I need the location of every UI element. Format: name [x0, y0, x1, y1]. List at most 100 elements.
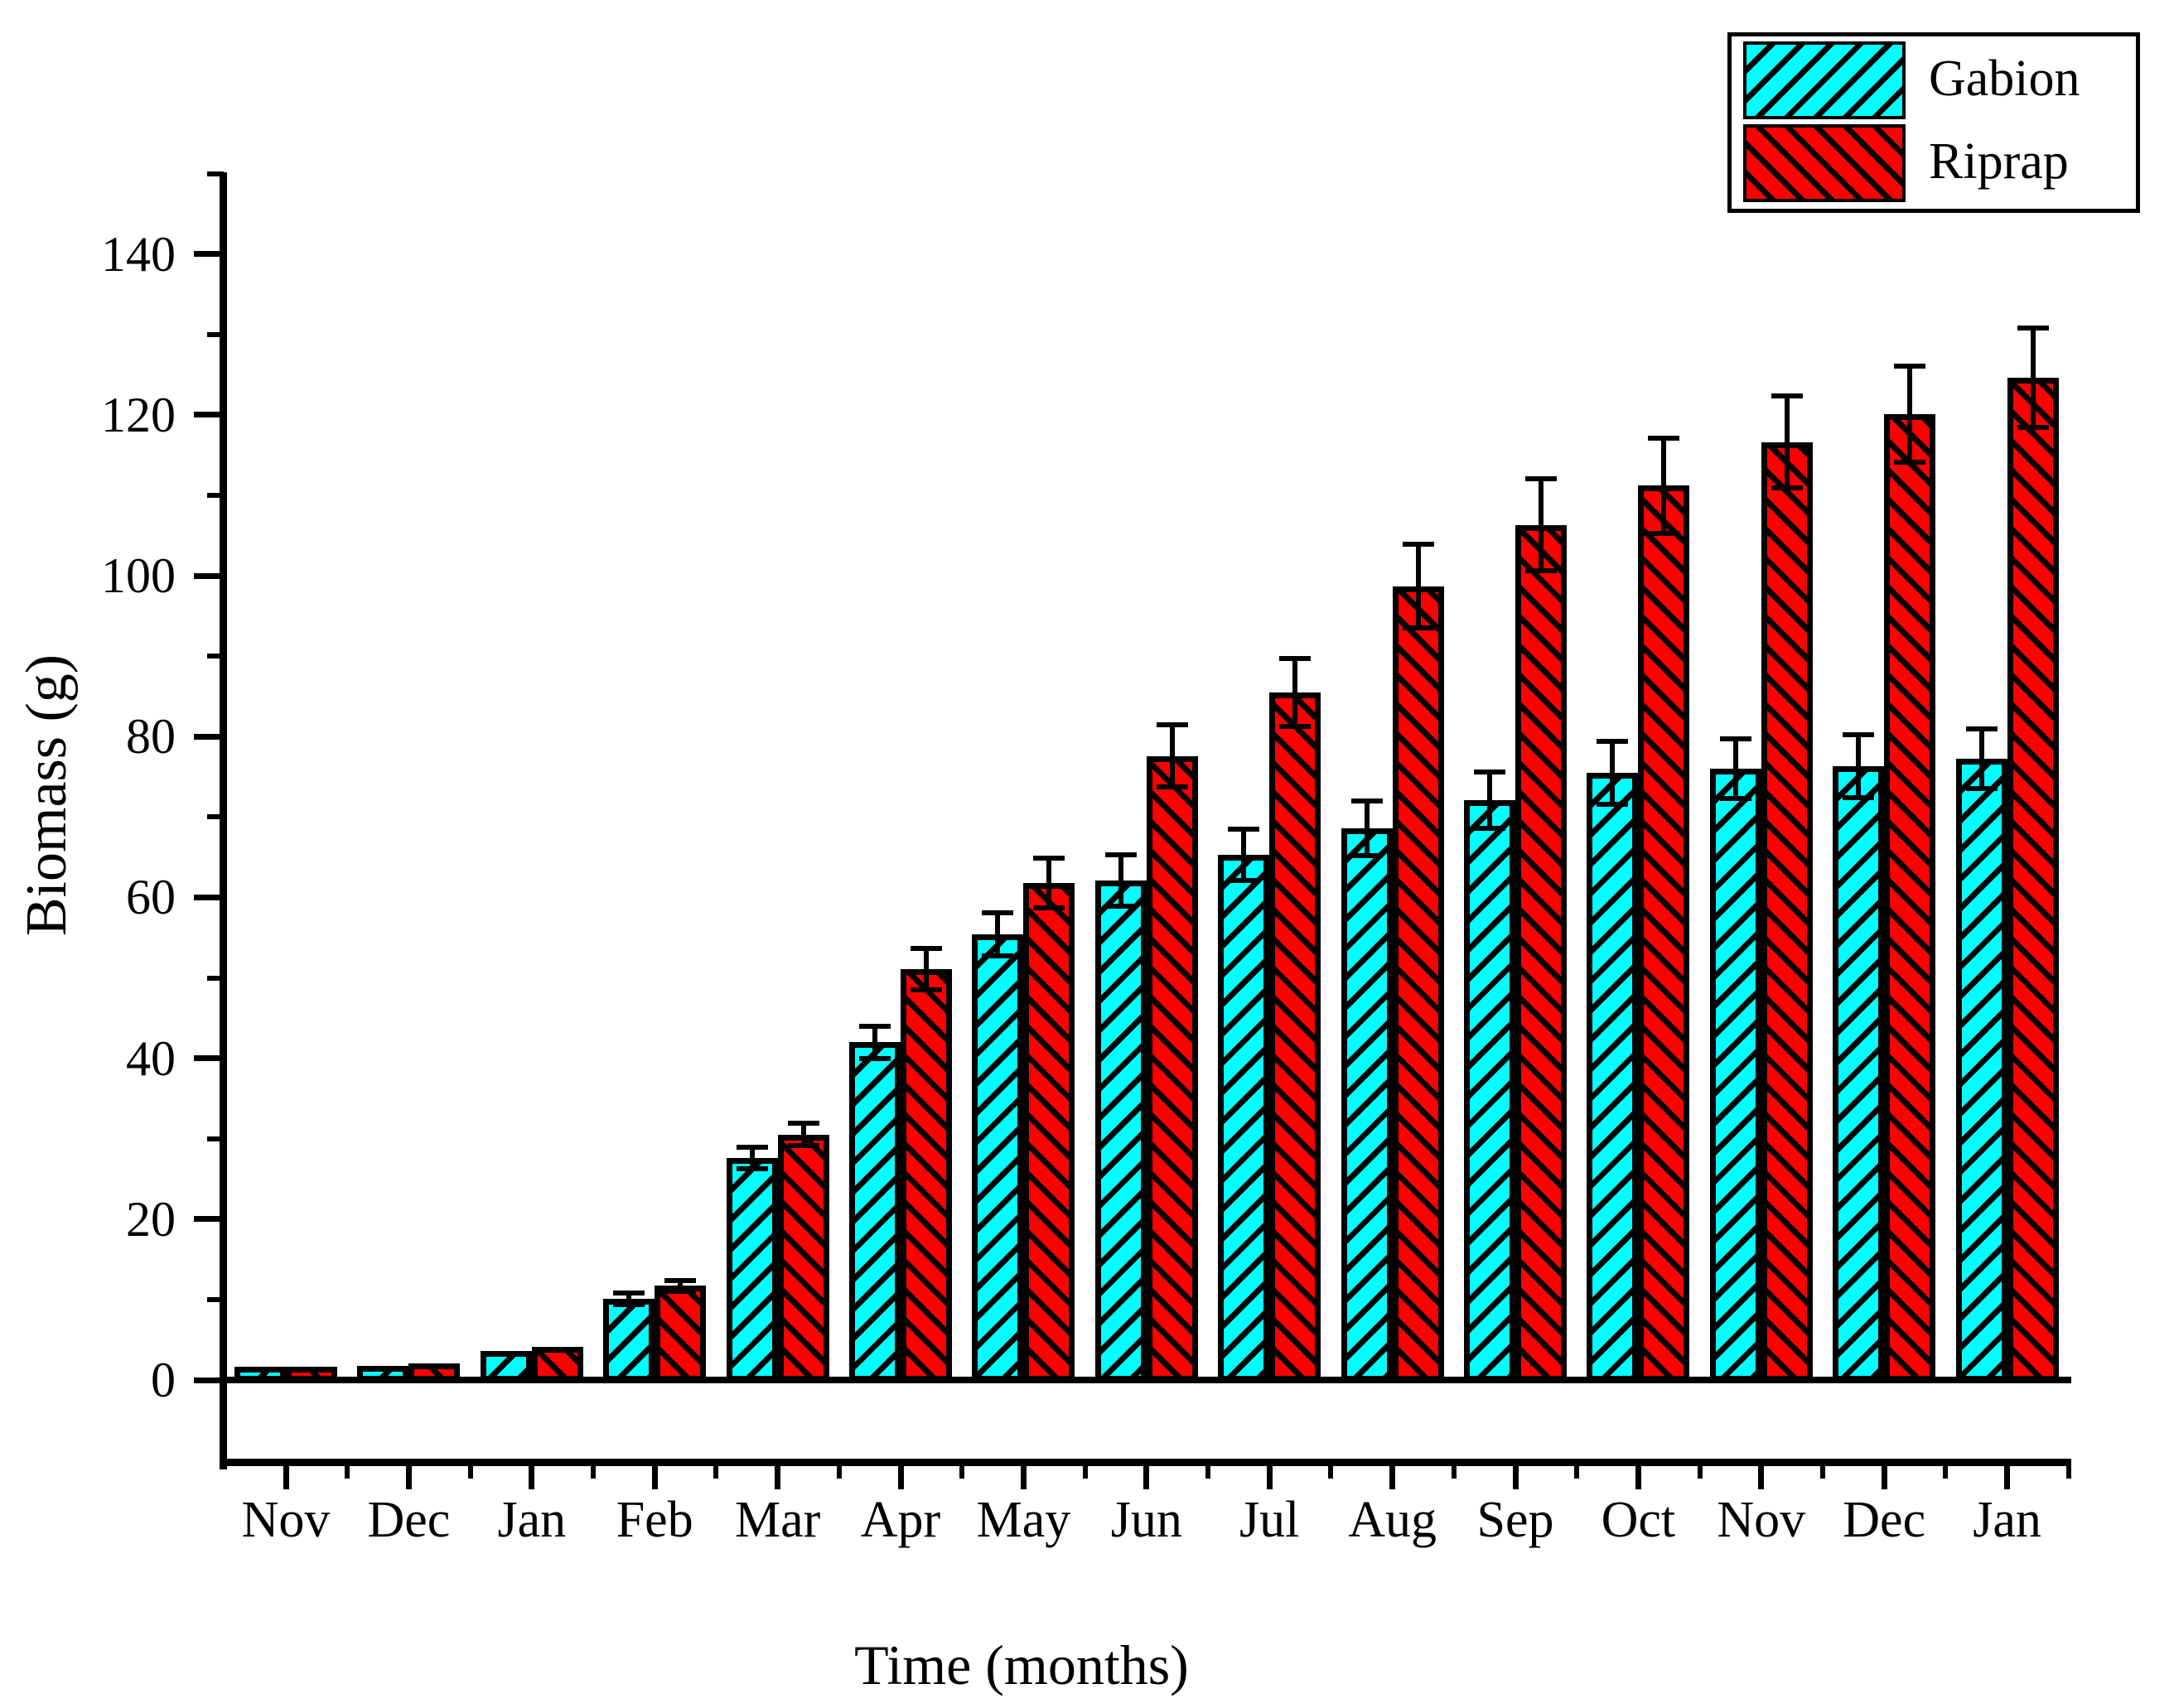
y-axis-title: Biomass (g)	[15, 654, 79, 937]
x-minor-tick	[1205, 1462, 1210, 1479]
x-minor-tick	[1451, 1462, 1457, 1479]
x-major-tick	[651, 1462, 658, 1489]
error-bar-riprap-11	[1661, 437, 1667, 533]
legend-label-gabion: Gabion	[1929, 51, 2080, 107]
error-bar-gabion-3	[626, 1293, 632, 1305]
y-major-tick	[194, 251, 224, 258]
x-major-tick	[283, 1462, 289, 1489]
bar-riprap-11	[1638, 485, 1690, 1382]
bar-gabion-12	[1709, 769, 1761, 1382]
error-cap-top	[787, 1121, 819, 1127]
x-major-tick	[1758, 1462, 1765, 1489]
error-cap-top	[1648, 435, 1680, 441]
y-minor-tick	[207, 171, 224, 176]
bar-riprap-5	[901, 968, 952, 1382]
error-cap-bottom	[613, 1301, 645, 1307]
error-bar-riprap-3	[678, 1280, 684, 1292]
error-bar-riprap-9	[1415, 544, 1421, 629]
error-cap-bottom	[1965, 786, 1998, 792]
bar-riprap-12	[1761, 441, 1813, 1382]
x-category-label: Apr	[860, 1492, 941, 1548]
error-bar-riprap-14	[2030, 327, 2036, 428]
x-major-tick	[2004, 1462, 2011, 1489]
y-tick-label: 0	[151, 1353, 176, 1407]
error-cap-top	[1965, 726, 1998, 732]
legend-swatch-riprap	[1743, 124, 1906, 202]
error-bar-riprap-8	[1292, 659, 1298, 726]
x-category-label: Nov	[1717, 1492, 1806, 1548]
x-category-label: Jan	[497, 1492, 567, 1548]
error-cap-top	[1771, 393, 1803, 399]
x-category-label: Jul	[1239, 1492, 1300, 1548]
error-cap-bottom	[1474, 825, 1505, 831]
y-tick-label: 120	[101, 387, 176, 442]
error-cap-top	[1033, 855, 1065, 861]
y-tick-label: 60	[126, 870, 176, 925]
zero-baseline	[220, 1377, 2071, 1383]
x-category-label: Mar	[734, 1492, 821, 1548]
error-cap-bottom	[911, 987, 942, 993]
x-major-tick	[1881, 1462, 1887, 1489]
bar-gabion-10	[1464, 799, 1515, 1382]
bar-riprap-6	[1023, 882, 1075, 1382]
x-axis-title: Time (months)	[854, 1633, 1189, 1696]
error-cap-bottom	[1525, 568, 1557, 574]
x-major-tick	[897, 1462, 904, 1489]
error-cap-bottom	[1228, 878, 1260, 883]
error-bar-riprap-6	[1046, 857, 1052, 908]
error-cap-top	[982, 909, 1014, 915]
y-major-tick	[194, 1216, 224, 1223]
bar-riprap-10	[1515, 524, 1567, 1382]
error-cap-top	[1843, 732, 1875, 738]
error-cap-bottom	[1597, 801, 1629, 807]
legend: Gabion Riprap	[1727, 32, 2140, 213]
x-major-tick	[1512, 1462, 1519, 1489]
error-bar-gabion-8	[1241, 828, 1247, 881]
y-minor-tick	[207, 814, 224, 820]
x-category-label: Jun	[1110, 1492, 1182, 1548]
x-category-label: Nov	[241, 1492, 331, 1548]
x-major-tick	[775, 1462, 781, 1489]
error-cap-top	[2017, 325, 2049, 331]
error-bar-riprap-10	[1539, 479, 1544, 572]
bar-gabion-8	[1218, 854, 1270, 1382]
error-cap-bottom	[787, 1143, 819, 1149]
error-cap-bottom	[1279, 723, 1312, 729]
x-category-label: Dec	[367, 1492, 451, 1548]
y-tick-label: 20	[126, 1191, 176, 1247]
x-minor-tick	[1943, 1462, 1949, 1479]
error-bar-gabion-10	[1487, 771, 1492, 828]
error-cap-bottom	[1894, 460, 1926, 466]
x-category-label: May	[976, 1492, 1071, 1548]
error-cap-bottom	[1350, 852, 1383, 858]
y-minor-tick	[207, 492, 224, 498]
x-major-tick	[1020, 1462, 1027, 1489]
error-cap-top	[1525, 476, 1557, 482]
error-cap-top	[859, 1023, 891, 1029]
y-tick-label: 140	[101, 226, 176, 282]
error-cap-bottom	[1843, 794, 1875, 800]
error-cap-top	[1104, 852, 1137, 857]
y-tick-label: 80	[126, 709, 176, 765]
x-major-tick	[405, 1462, 412, 1489]
error-bar-riprap-7	[1169, 724, 1175, 788]
y-major-tick	[194, 894, 224, 900]
error-cap-top	[1350, 798, 1383, 803]
error-cap-top	[1402, 542, 1434, 548]
error-bar-gabion-12	[1732, 739, 1738, 799]
error-bar-gabion-6	[995, 912, 1001, 957]
y-minor-tick	[207, 654, 224, 659]
error-bar-riprap-12	[1784, 396, 1790, 489]
x-minor-tick	[1082, 1462, 1088, 1479]
error-bar-gabion-9	[1364, 800, 1370, 856]
x-category-label: Sep	[1476, 1492, 1554, 1548]
y-minor-tick	[207, 1136, 224, 1141]
error-cap-bottom	[1033, 905, 1065, 911]
bar-riprap-8	[1269, 692, 1321, 1382]
legend-label-riprap: Riprap	[1929, 133, 2069, 190]
x-minor-tick	[1328, 1462, 1334, 1479]
x-minor-tick	[591, 1462, 596, 1479]
bar-gabion-6	[972, 934, 1024, 1382]
x-category-label: Jan	[1973, 1492, 2041, 1548]
error-cap-bottom	[1402, 625, 1434, 631]
